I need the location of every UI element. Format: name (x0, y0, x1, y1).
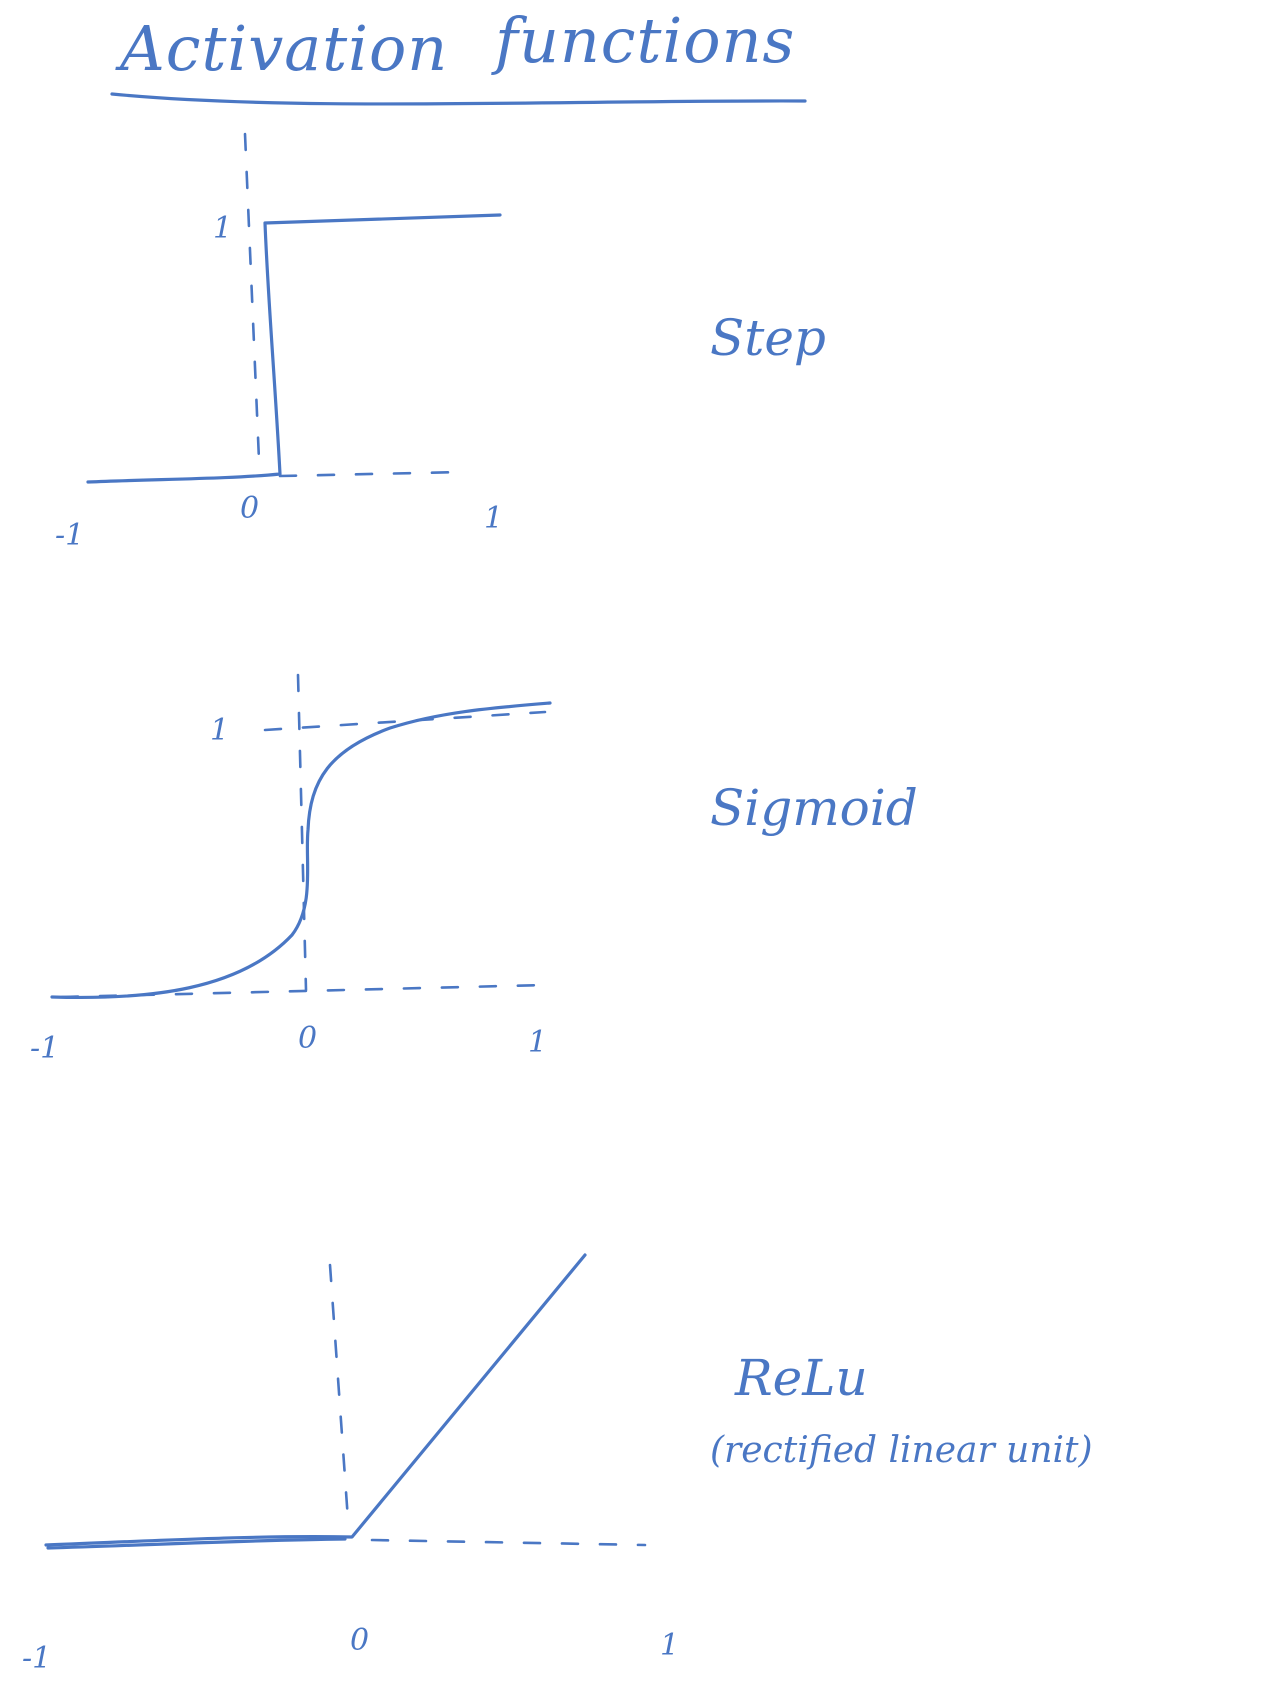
step-label: Step (710, 309, 826, 367)
sigmoid-label: Sigmoid (710, 779, 918, 837)
step-y-axis-dashed (243, 132, 261, 462)
relu-tick-x-neg1: -1 (22, 1641, 51, 1676)
relu-sublabel: (rectified linear unit) (710, 1430, 1093, 1471)
step-tick-y-1: 1 (213, 211, 232, 246)
relu-tick-x-1: 1 (660, 1628, 679, 1663)
step-curve (86, 213, 502, 484)
step-x-axis-dashed (278, 470, 464, 478)
relu-x-axis-dashed (370, 1538, 647, 1547)
title-word-activation: Activation (115, 12, 448, 85)
title-underline (110, 92, 807, 106)
relu-plot: -1 0 1 ReLu (rectified linear unit) (22, 1253, 1093, 1676)
sigmoid-tick-x-0: 0 (298, 1021, 317, 1056)
relu-tick-x-0: 0 (350, 1623, 369, 1658)
step-tick-x-0: 0 (240, 491, 259, 526)
relu-y-axis-dashed (328, 1263, 350, 1522)
step-tick-x-neg1: -1 (55, 518, 84, 553)
sigmoid-curve (50, 701, 552, 1000)
page-title: Activation functions (110, 4, 807, 106)
sigmoid-plot: 1 -1 0 1 Sigmoid (30, 673, 918, 1066)
sigmoid-top-asymptote-dashed (263, 710, 547, 732)
step-tick-x-1: 1 (484, 501, 503, 536)
sigmoid-y-axis-dashed (296, 673, 308, 992)
relu-baseline-stroke (46, 1537, 347, 1550)
relu-label: ReLu (734, 1349, 868, 1407)
sigmoid-tick-x-neg1: -1 (30, 1031, 59, 1066)
sigmoid-tick-x-1: 1 (528, 1025, 547, 1060)
relu-curve (44, 1253, 587, 1547)
title-word-functions: functions (491, 4, 795, 77)
sigmoid-tick-y-1: 1 (210, 713, 229, 748)
step-plot: 1 -1 0 1 Step (55, 132, 826, 553)
